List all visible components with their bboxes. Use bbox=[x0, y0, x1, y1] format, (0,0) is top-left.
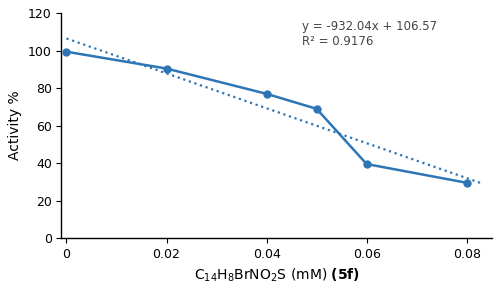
Text: y = -932.04x + 106.57
R² = 0.9176: y = -932.04x + 106.57 R² = 0.9176 bbox=[302, 20, 438, 48]
X-axis label: $\mathrm{C_{14}H_8BrNO_2S}$ (mM) $\mathbf{(5f)}$: $\mathrm{C_{14}H_8BrNO_2S}$ (mM) $\mathb… bbox=[194, 266, 360, 284]
Y-axis label: Activity %: Activity % bbox=[8, 91, 22, 161]
